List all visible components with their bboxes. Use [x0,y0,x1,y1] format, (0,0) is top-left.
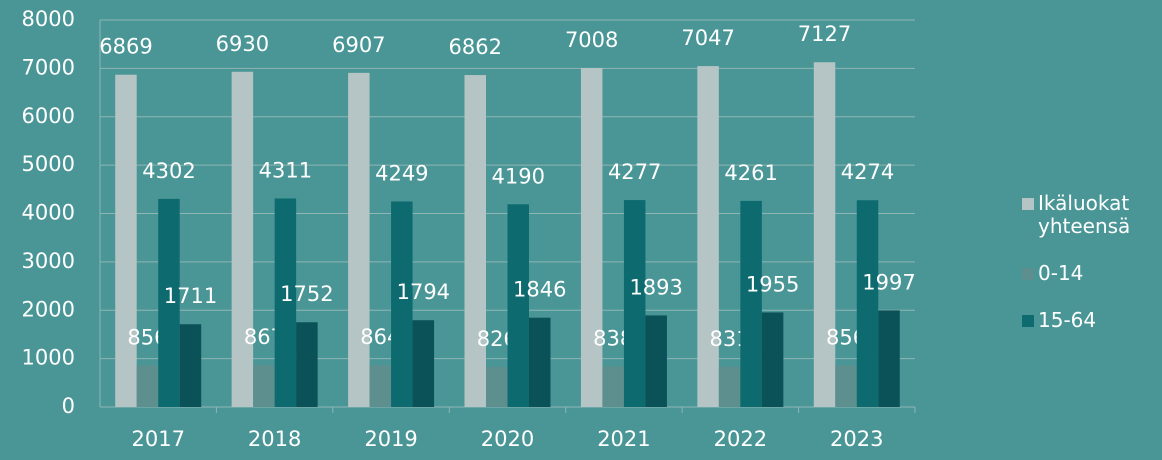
data-label: 4277 [608,160,661,184]
legend-label: 15-64 [1038,308,1097,332]
data-label: 1893 [629,275,682,299]
legend-label: 0-14 [1038,261,1084,285]
bar [464,75,486,407]
bar [835,365,857,407]
legend-item: 0-14 [1022,262,1157,285]
bar [179,324,202,407]
data-label: 6862 [449,35,502,59]
legend-label: Ikäluokat yhteensä [1038,191,1131,238]
bar [348,72,370,408]
x-tick-label: 2021 [597,427,650,451]
x-tick-label: 2017 [131,427,184,451]
legend: Ikäluokat yhteensä 0-14 15-64 [1022,192,1157,356]
bar [369,365,392,407]
x-tick-label: 2022 [714,427,767,451]
y-tick-label: 3000 [22,249,75,273]
data-label: 6907 [332,33,385,57]
bar [412,320,435,407]
data-label: 6869 [99,35,152,59]
data-label: 6930 [216,32,269,56]
bar [136,365,159,407]
data-label: 1955 [746,272,799,296]
data-label: 7127 [798,22,851,46]
data-label: 4249 [375,161,428,185]
y-tick-label: 2000 [22,297,75,321]
bar [158,198,180,407]
bar [623,200,646,407]
y-tick-label: 0 [62,394,75,418]
data-label: 1794 [397,280,450,304]
y-tick-label: 5000 [22,152,75,176]
y-tick-label: 4000 [22,201,75,225]
bar [529,317,551,407]
x-tick-label: 2018 [248,427,301,451]
bar [856,200,879,407]
bar [602,366,624,407]
data-label: 7008 [565,28,618,52]
y-tick-label: 8000 [22,7,75,31]
bar [697,66,719,407]
data-label: 1846 [513,278,566,302]
x-tick-label: 2023 [830,427,883,451]
x-tick-label: 2019 [364,427,417,451]
data-label: 4190 [492,164,545,188]
bar [645,315,667,407]
bar [507,204,529,407]
data-label: 4302 [142,159,195,183]
bar [740,200,762,407]
bar [274,198,297,407]
bar [718,366,741,407]
data-label: 1997 [862,270,915,294]
data-label: 1752 [280,282,333,306]
bar [813,62,836,407]
bar [296,322,318,407]
bar [761,312,784,407]
bar [115,74,137,407]
x-tick-label: 2020 [481,427,534,451]
bar [231,71,254,407]
bar [391,201,413,407]
y-tick-label: 7000 [22,55,75,79]
legend-swatch [1022,268,1034,280]
bar [486,367,508,407]
bar [580,67,603,407]
legend-item: 15-64 [1022,309,1157,332]
y-tick-label: 1000 [22,346,75,370]
legend-item: Ikäluokat yhteensä [1022,192,1157,238]
bar [253,365,275,407]
data-label: 4261 [724,161,777,185]
legend-swatch [1022,315,1034,327]
data-label: 7047 [681,26,734,50]
y-tick-label: 6000 [22,104,75,128]
legend-swatch [1022,198,1034,210]
bar [878,310,900,407]
data-label: 1711 [164,284,217,308]
data-label: 4274 [841,160,894,184]
data-label: 4311 [259,158,312,182]
